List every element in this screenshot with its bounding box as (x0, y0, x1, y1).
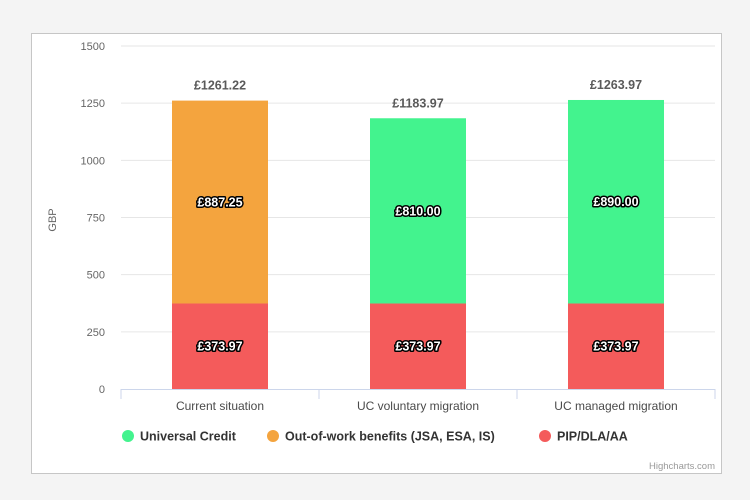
bar-segment (370, 118, 466, 304)
legend-marker (122, 430, 134, 442)
x-tick-label: Current situation (176, 399, 264, 413)
total-data-label: £1261.22 (194, 79, 246, 93)
bar-segment (370, 303, 466, 389)
bar-segment (172, 303, 268, 389)
bar-segment (172, 100, 268, 304)
chart-container: 0 250 500 750 1000 1250 1500 GBP £373.97 £887.2… (31, 33, 722, 474)
segment-data-label: £373.97 (593, 340, 638, 354)
legend-label: Out-of-work benefits (JSA, ESA, IS) (285, 430, 495, 444)
segment-data-label: £887.25 (197, 196, 242, 210)
y-tick-label: 750 (87, 213, 105, 225)
legend-label: PIP/DLA/AA (557, 430, 628, 444)
x-tick-label: UC voluntary migration (357, 399, 479, 413)
legend-item[interactable]: Out-of-work benefits (JSA, ESA, IS) (267, 430, 495, 444)
legend-label: Universal Credit (140, 430, 237, 444)
legend-marker (267, 430, 279, 442)
total-labels: £1261.22 £1183.97 £1263.97 (194, 78, 642, 110)
segment-labels: £373.97 £887.25 £373.97 £810.00 £373.97 £890.… (196, 194, 640, 356)
total-data-label: £1183.97 (392, 96, 443, 110)
segment-data-label: £373.97 (395, 340, 440, 354)
y-tick-label: 1500 (81, 41, 105, 53)
y-tick-label: 250 (87, 327, 105, 339)
legend-marker (539, 430, 551, 442)
legend-item[interactable]: PIP/DLA/AA (539, 430, 628, 444)
y-axis-label: GBP (47, 208, 59, 231)
segment-data-label: £890.00 (593, 195, 638, 209)
legend: Universal Credit Out-of-work benefits (JS… (122, 430, 628, 444)
segment-data-label: £810.00 (395, 204, 440, 218)
total-data-label: £1263.97 (590, 78, 642, 92)
segment-data-label: £373.97 (197, 340, 242, 354)
credits-link[interactable]: Highcharts.com (649, 461, 715, 472)
y-tick-label: 500 (87, 270, 105, 282)
x-tick-label: UC managed migration (554, 399, 677, 413)
y-axis-ticks: 0 250 500 750 1000 1250 1500 (81, 41, 105, 396)
bar-segment (568, 99, 664, 304)
bars (172, 99, 664, 389)
y-tick-label: 0 (99, 384, 105, 396)
bar-segment (568, 303, 664, 389)
stacked-bar-chart: 0 250 500 750 1000 1250 1500 GBP £373.97 £887.2… (47, 41, 716, 472)
x-axis: Current situation UC voluntary migration U… (120, 389, 716, 413)
y-tick-label: 1250 (81, 98, 105, 110)
y-tick-label: 1000 (81, 155, 105, 167)
legend-item[interactable]: Universal Credit (122, 430, 237, 444)
